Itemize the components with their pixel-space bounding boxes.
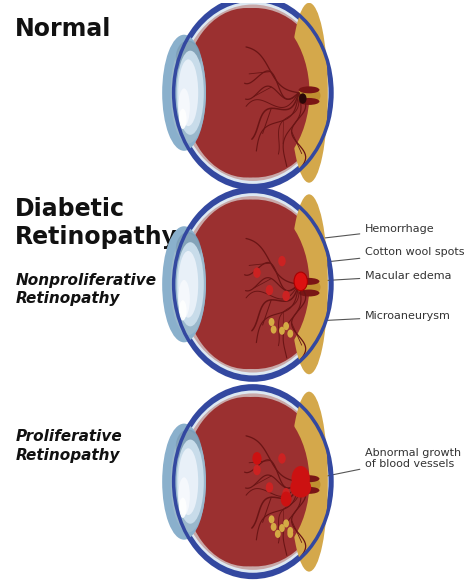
Ellipse shape [177,242,204,326]
Ellipse shape [299,475,319,482]
Circle shape [283,488,290,499]
Text: Abnormal growth
of blood vessels: Abnormal growth of blood vessels [317,448,461,479]
Circle shape [271,523,276,531]
Ellipse shape [290,3,328,183]
Ellipse shape [177,2,328,184]
Ellipse shape [171,431,206,533]
Ellipse shape [298,278,320,296]
Circle shape [253,267,261,278]
Ellipse shape [183,200,310,369]
Circle shape [292,466,310,492]
Circle shape [269,515,274,523]
Ellipse shape [176,232,201,267]
Ellipse shape [171,42,206,144]
Ellipse shape [177,50,204,135]
Ellipse shape [183,397,326,567]
Ellipse shape [178,59,198,126]
Circle shape [299,93,307,104]
Ellipse shape [171,233,206,335]
Ellipse shape [183,200,326,369]
Circle shape [283,519,289,527]
Ellipse shape [178,88,190,126]
Ellipse shape [299,289,319,297]
Text: Nonproliferative
Retinopathy: Nonproliferative Retinopathy [15,272,156,306]
Text: Proliferative
Retinopathy: Proliferative Retinopathy [15,430,122,463]
Ellipse shape [183,8,326,178]
Circle shape [283,291,290,301]
Text: Cotton wool spots: Cotton wool spots [311,247,465,265]
Circle shape [287,530,293,538]
Ellipse shape [179,109,187,129]
Ellipse shape [177,440,204,524]
Ellipse shape [298,476,320,493]
Ellipse shape [178,448,198,515]
Circle shape [271,325,276,333]
Ellipse shape [173,0,332,189]
Ellipse shape [299,98,319,105]
Circle shape [252,452,262,465]
Circle shape [287,527,293,535]
Ellipse shape [179,196,327,373]
Circle shape [287,329,293,338]
Circle shape [253,465,261,475]
Ellipse shape [183,8,310,178]
Text: Normal: Normal [15,18,112,41]
Ellipse shape [162,35,206,151]
Ellipse shape [299,487,319,494]
Text: Diabetic
Retinopathy: Diabetic Retinopathy [15,197,178,249]
Ellipse shape [299,86,319,93]
Text: Microaneurysm: Microaneurysm [299,311,451,324]
Ellipse shape [290,195,328,374]
Ellipse shape [178,251,198,318]
Ellipse shape [173,386,332,577]
Ellipse shape [179,393,327,570]
Circle shape [281,492,292,507]
Circle shape [294,469,307,488]
Ellipse shape [173,189,332,380]
Ellipse shape [179,5,327,181]
Circle shape [283,322,289,330]
Text: Macular edema: Macular edema [315,271,452,283]
Ellipse shape [179,300,187,321]
Ellipse shape [178,477,190,515]
Circle shape [279,524,285,532]
Ellipse shape [178,280,190,318]
Circle shape [294,272,307,291]
Text: Hemorrhage: Hemorrhage [305,224,435,242]
Ellipse shape [176,40,201,76]
Ellipse shape [176,430,201,464]
Ellipse shape [290,477,311,498]
Circle shape [266,482,273,493]
Circle shape [275,530,281,538]
Ellipse shape [179,498,187,518]
Circle shape [269,318,274,326]
Circle shape [279,326,285,335]
Ellipse shape [177,193,328,376]
Circle shape [278,256,286,266]
Ellipse shape [290,391,328,571]
Ellipse shape [183,397,310,567]
Ellipse shape [162,226,206,342]
Circle shape [266,285,273,295]
Ellipse shape [298,87,320,104]
Circle shape [278,453,286,464]
Ellipse shape [177,390,328,573]
Ellipse shape [299,278,319,285]
Ellipse shape [162,424,206,540]
